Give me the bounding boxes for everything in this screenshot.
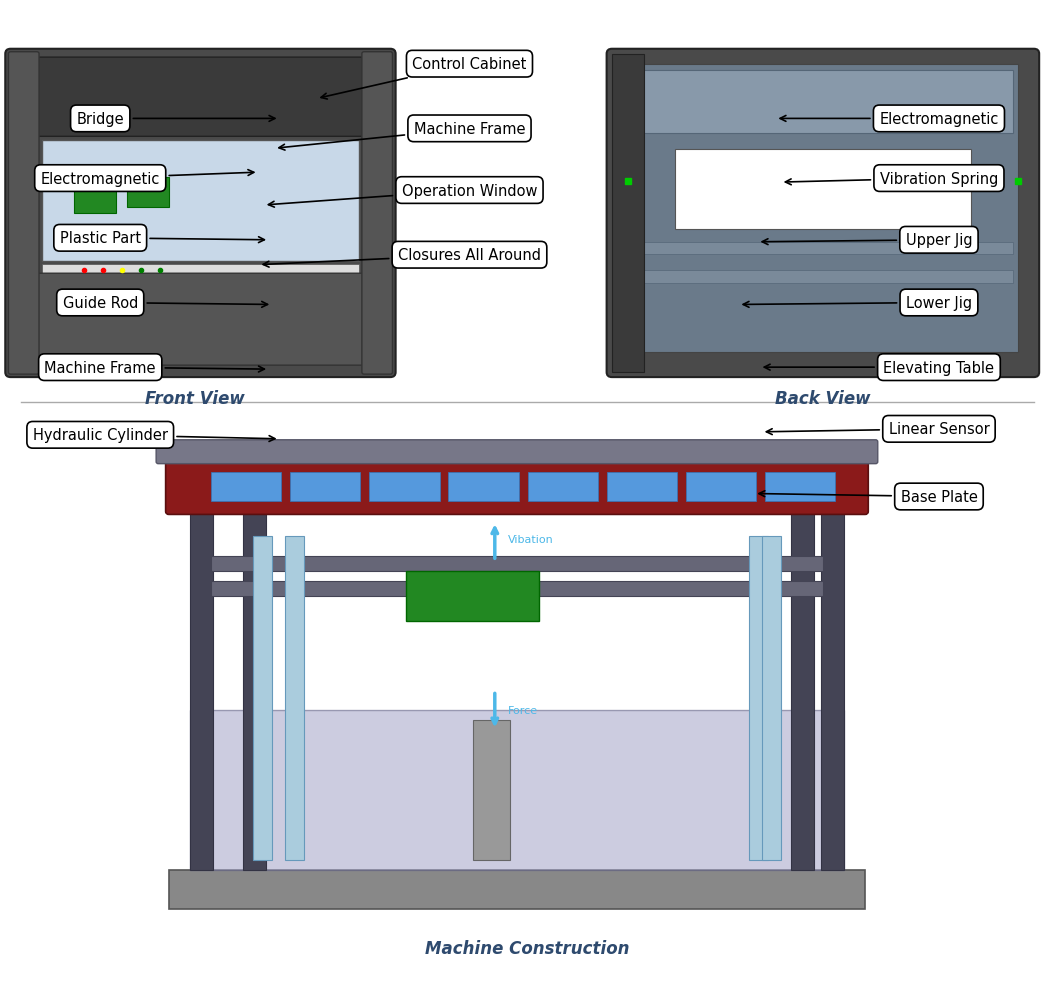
FancyBboxPatch shape <box>765 472 836 502</box>
FancyBboxPatch shape <box>285 537 304 860</box>
Text: Electromagnetic: Electromagnetic <box>40 170 254 187</box>
FancyBboxPatch shape <box>290 472 361 502</box>
Text: Machine Frame: Machine Frame <box>279 121 525 151</box>
FancyBboxPatch shape <box>18 58 383 137</box>
Text: Operation Window: Operation Window <box>268 183 537 208</box>
FancyBboxPatch shape <box>528 472 598 502</box>
FancyBboxPatch shape <box>211 557 823 572</box>
Text: Vibation: Vibation <box>507 534 553 545</box>
FancyBboxPatch shape <box>156 440 878 464</box>
FancyBboxPatch shape <box>749 537 768 860</box>
Text: Elevating Table: Elevating Table <box>764 360 995 376</box>
FancyBboxPatch shape <box>607 50 1039 378</box>
FancyBboxPatch shape <box>42 140 359 261</box>
FancyBboxPatch shape <box>127 178 169 208</box>
FancyBboxPatch shape <box>448 472 519 502</box>
FancyBboxPatch shape <box>369 472 440 502</box>
FancyBboxPatch shape <box>821 482 844 870</box>
Text: Machine Frame: Machine Frame <box>44 360 265 376</box>
Text: Guide Rod: Guide Rod <box>62 295 268 311</box>
Text: Force: Force <box>507 706 538 716</box>
FancyBboxPatch shape <box>406 572 539 621</box>
FancyBboxPatch shape <box>686 472 756 502</box>
Text: Front View: Front View <box>146 390 245 408</box>
Text: Upper Jig: Upper Jig <box>762 233 973 248</box>
Text: Hydraulic Cylinder: Hydraulic Cylinder <box>33 427 275 443</box>
Text: Closures All Around: Closures All Around <box>263 248 541 267</box>
FancyBboxPatch shape <box>607 472 677 502</box>
FancyBboxPatch shape <box>211 581 823 596</box>
Text: Bridge: Bridge <box>76 111 275 127</box>
FancyBboxPatch shape <box>362 53 392 375</box>
Text: Electromagnetic: Electromagnetic <box>780 111 999 127</box>
FancyBboxPatch shape <box>166 449 868 515</box>
Text: Plastic Part: Plastic Part <box>60 231 265 247</box>
FancyBboxPatch shape <box>633 71 1013 134</box>
FancyBboxPatch shape <box>243 482 266 870</box>
FancyBboxPatch shape <box>675 150 971 230</box>
FancyBboxPatch shape <box>74 179 116 214</box>
FancyBboxPatch shape <box>633 271 1013 283</box>
FancyBboxPatch shape <box>791 482 814 870</box>
FancyBboxPatch shape <box>18 274 383 366</box>
Text: Back View: Back View <box>775 390 870 408</box>
Text: Machine Construction: Machine Construction <box>425 939 630 957</box>
Text: Base Plate: Base Plate <box>759 489 977 505</box>
FancyBboxPatch shape <box>612 55 644 373</box>
FancyBboxPatch shape <box>473 721 510 860</box>
FancyBboxPatch shape <box>190 711 844 870</box>
FancyBboxPatch shape <box>5 50 396 378</box>
FancyBboxPatch shape <box>253 537 272 860</box>
FancyBboxPatch shape <box>42 264 359 277</box>
Text: Vibration Spring: Vibration Spring <box>785 171 998 187</box>
Text: Lower Jig: Lower Jig <box>743 295 972 311</box>
FancyBboxPatch shape <box>190 482 213 870</box>
FancyBboxPatch shape <box>633 243 1013 255</box>
FancyBboxPatch shape <box>762 537 781 860</box>
FancyBboxPatch shape <box>169 870 865 910</box>
Text: Control Cabinet: Control Cabinet <box>321 57 526 100</box>
FancyBboxPatch shape <box>628 65 1018 353</box>
FancyBboxPatch shape <box>8 53 39 375</box>
Text: Linear Sensor: Linear Sensor <box>766 421 990 437</box>
FancyBboxPatch shape <box>211 472 282 502</box>
